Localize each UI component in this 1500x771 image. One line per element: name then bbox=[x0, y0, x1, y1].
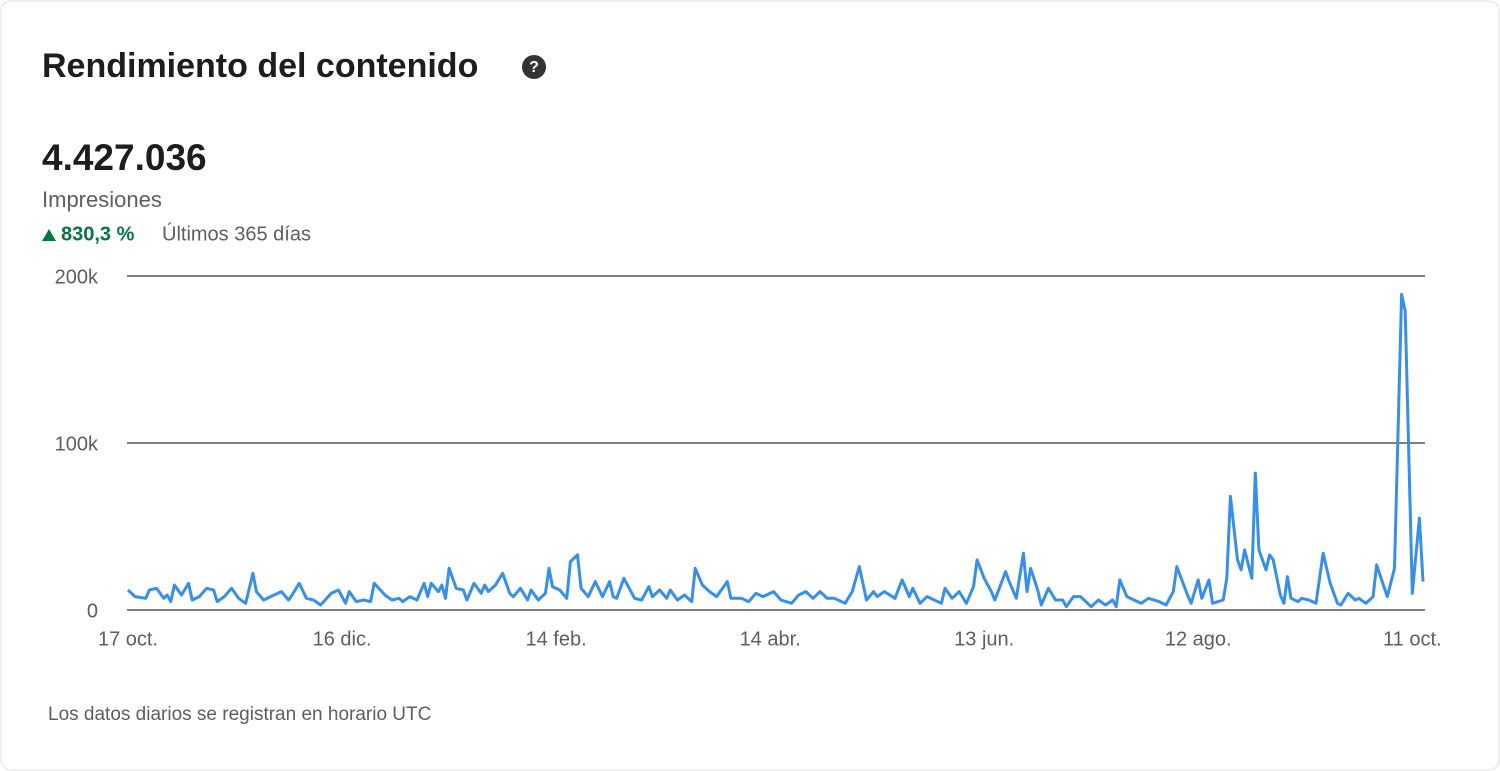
svg-text:?: ? bbox=[529, 59, 539, 76]
x-tick-label: 17 oct. bbox=[98, 628, 158, 650]
y-tick-label: 0 bbox=[87, 600, 98, 622]
y-tick-label: 100k bbox=[55, 433, 99, 455]
help-icon[interactable]: ? bbox=[522, 55, 546, 79]
x-tick-label: 11 oct. bbox=[1383, 628, 1442, 650]
x-tick-label: 16 dic. bbox=[313, 628, 372, 650]
impressions-line bbox=[126, 292, 1425, 609]
metric-period: Últimos 365 días bbox=[162, 222, 311, 245]
metric-value: 4.427.036 bbox=[42, 137, 207, 178]
y-tick-label: 200k bbox=[55, 266, 99, 288]
x-tick-label: 14 abr. bbox=[740, 628, 801, 650]
x-tick-label: 14 feb. bbox=[526, 628, 587, 650]
x-tick-label: 13 jun. bbox=[954, 628, 1014, 650]
up-arrow bbox=[42, 229, 56, 241]
metric-change: 830,3 % bbox=[61, 223, 135, 245]
x-tick-label: 12 ago. bbox=[1165, 628, 1232, 650]
footnote: Los datos diarios se registran en horari… bbox=[48, 704, 431, 725]
card-title: Rendimiento del contenido bbox=[42, 47, 478, 85]
metric-label: Impresiones bbox=[42, 187, 162, 212]
